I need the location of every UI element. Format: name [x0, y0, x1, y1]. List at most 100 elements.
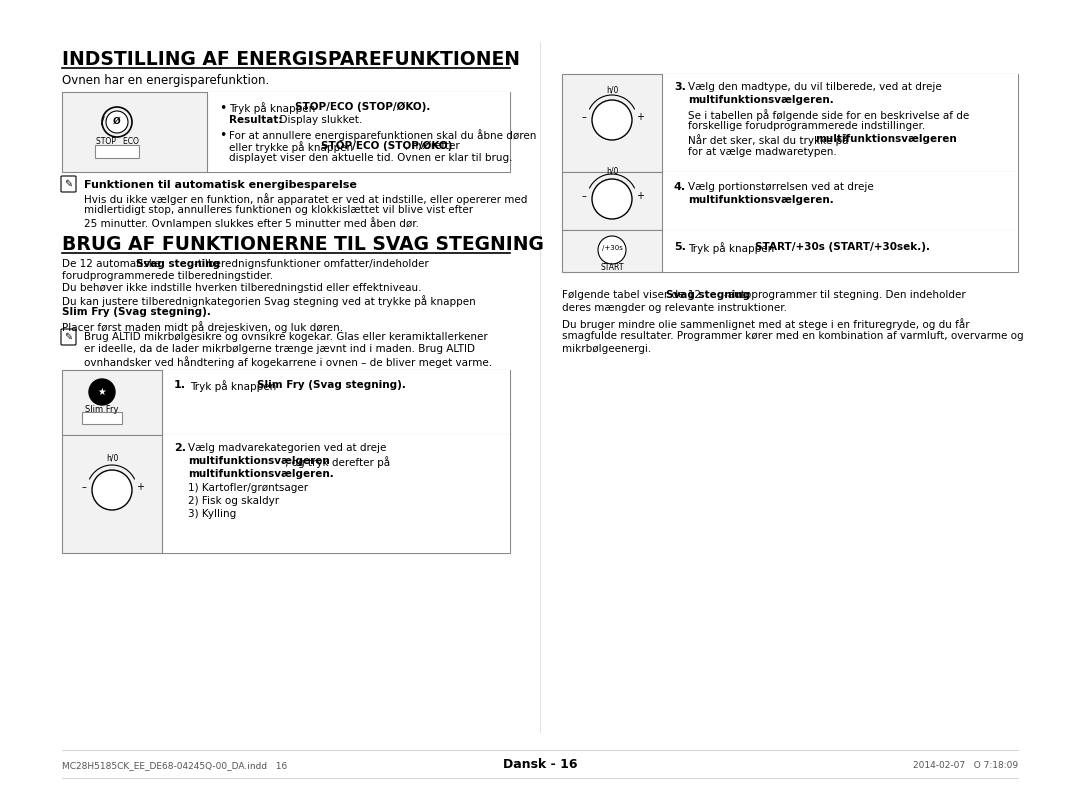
Text: er ideelle, da de lader mikrbølgerne trænge jævnt ind i maden. Brug ALTID: er ideelle, da de lader mikrbølgerne træ… — [84, 344, 475, 354]
Text: 1.: 1. — [174, 380, 186, 390]
Bar — [162, 435, 510, 553]
Text: Du bruger mindre olie sammenlignet med at stege i en frituregryde, og du får: Du bruger mindre olie sammenlignet med a… — [562, 318, 970, 330]
Text: 4.: 4. — [674, 182, 686, 192]
Text: eller trykke på knappen: eller trykke på knappen — [229, 141, 356, 153]
Text: Se i tabellen på følgende side for en beskrivelse af de: Se i tabellen på følgende side for en be… — [688, 109, 969, 121]
Text: /+30s: /+30s — [602, 245, 622, 251]
Text: Vælg madvarekategorien ved at dreje: Vælg madvarekategorien ved at dreje — [188, 443, 387, 453]
Text: 2014-02-07   Ο 7:18:09: 2014-02-07 Ο 7:18:09 — [913, 761, 1018, 771]
Text: STOP/ECO (STOP/ØKO): STOP/ECO (STOP/ØKO) — [321, 141, 453, 151]
Text: h/0: h/0 — [606, 166, 618, 176]
Text: mikrbølgeenergi.: mikrbølgeenergi. — [562, 344, 651, 354]
Text: multifunktionsvælgeren.: multifunktionsvælgeren. — [688, 195, 834, 205]
Text: 2) Fisk og skaldyr: 2) Fisk og skaldyr — [188, 496, 279, 506]
Text: START: START — [600, 264, 624, 272]
Text: START/+30s (START/+30sek.).: START/+30s (START/+30sek.). — [755, 242, 930, 252]
Text: Funktionen til automatisk energibesparelse: Funktionen til automatisk energibesparel… — [84, 180, 356, 190]
Text: –: – — [581, 191, 586, 201]
Text: Dansk - 16: Dansk - 16 — [503, 757, 577, 771]
Text: Placer først maden midt på drejeskiven, og luk døren.: Placer først maden midt på drejeskiven, … — [62, 321, 343, 333]
Text: Følgende tabel viser de 12: Følgende tabel viser de 12 — [562, 290, 704, 300]
Text: Tryk på knappen: Tryk på knappen — [229, 102, 319, 114]
Text: forudprogrammerede tilberedningstider.: forudprogrammerede tilberedningstider. — [62, 271, 273, 281]
Bar — [62, 92, 510, 172]
Bar — [562, 74, 1018, 172]
Text: , og tryk derefter på: , og tryk derefter på — [285, 456, 390, 468]
Text: /: / — [102, 116, 105, 126]
Bar — [562, 172, 1018, 230]
Circle shape — [106, 111, 129, 133]
Text: midlertidigt stop, annulleres funktionen og klokkislættet vil blive vist efter: midlertidigt stop, annulleres funktionen… — [84, 205, 473, 215]
Text: Vælg den madtype, du vil tilberede, ved at dreje: Vælg den madtype, du vil tilberede, ved … — [688, 82, 942, 92]
Text: +: + — [636, 191, 644, 201]
Bar — [82, 412, 122, 424]
Text: ✎: ✎ — [65, 332, 72, 342]
Text: 1) Kartofler/grøntsager: 1) Kartofler/grøntsager — [188, 483, 308, 493]
Text: for at vælge madwaretypen.: for at vælge madwaretypen. — [688, 147, 837, 157]
Text: •: • — [219, 129, 227, 142]
Text: smagfulde resultater. Programmer kører med en kombination af varmluft, overvarme: smagfulde resultater. Programmer kører m… — [562, 331, 1024, 341]
Circle shape — [92, 470, 132, 510]
FancyBboxPatch shape — [60, 176, 76, 192]
Text: multifunktionsvælgeren: multifunktionsvælgeren — [815, 134, 957, 144]
Text: BRUG AF FUNKTIONERNE TIL SVAG STEGNING: BRUG AF FUNKTIONERNE TIL SVAG STEGNING — [62, 235, 544, 254]
Text: Display slukket.: Display slukket. — [273, 115, 362, 125]
Text: Svag stegning: Svag stegning — [136, 259, 220, 269]
Text: Resultat:: Resultat: — [229, 115, 283, 125]
FancyBboxPatch shape — [60, 329, 76, 345]
Text: deres mængder og relevante instruktioner.: deres mængder og relevante instruktioner… — [562, 303, 787, 313]
Bar — [662, 74, 1018, 172]
Text: multifunktionsvælgeren.: multifunktionsvælgeren. — [188, 469, 334, 479]
Text: Tryk på knappen: Tryk på knappen — [688, 242, 778, 254]
Text: MC28H5185CK_EE_DE68-04245Q-00_DA.indd   16: MC28H5185CK_EE_DE68-04245Q-00_DA.indd 16 — [62, 761, 287, 771]
Bar — [207, 92, 510, 172]
Text: displayet viser den aktuelle tid. Ovnen er klar til brug.: displayet viser den aktuelle tid. Ovnen … — [229, 153, 513, 163]
Text: Brug ALTID mikrbølgesikre og ovnsikre kogekar. Glas eller keramiktallerkener: Brug ALTID mikrbølgesikre og ovnsikre ko… — [84, 332, 488, 342]
Circle shape — [592, 100, 632, 140]
Text: Du kan justere tilberednignkategorien Svag stegning ved at trykke på knappen: Du kan justere tilberednignkategorien Sv… — [62, 295, 476, 307]
Text: h/0: h/0 — [606, 86, 618, 94]
Text: ✎: ✎ — [65, 179, 72, 189]
Circle shape — [598, 236, 626, 264]
Text: STOP/ECO (STOP/ØKO).: STOP/ECO (STOP/ØKO). — [295, 102, 430, 112]
Text: +: + — [136, 482, 144, 492]
Text: STOP   ECO: STOP ECO — [95, 136, 138, 146]
Text: Ø: Ø — [113, 116, 121, 125]
Text: ovnhandsker ved håndtering af kogekarrene i ovnen – de bliver meget varme.: ovnhandsker ved håndtering af kogekarren… — [84, 356, 492, 368]
Text: , hvorefter: , hvorefter — [405, 141, 460, 151]
Text: ★: ★ — [97, 387, 106, 397]
Bar — [562, 230, 1018, 272]
Text: De 12 automatiske: De 12 automatiske — [62, 259, 164, 269]
Text: INDSTILLING AF ENERGISPAREFUNKTIONEN: INDSTILLING AF ENERGISPAREFUNKTIONEN — [62, 50, 519, 69]
Text: 3) Kylling: 3) Kylling — [188, 509, 237, 519]
Text: -tilberednignsfunktioner omfatter/indeholder: -tilberednignsfunktioner omfatter/indeho… — [194, 259, 429, 269]
Text: 3.: 3. — [674, 82, 686, 92]
Text: Ovnen har en energisparefunktion.: Ovnen har en energisparefunktion. — [62, 74, 269, 87]
Text: Når det sker, skal du trykke på: Når det sker, skal du trykke på — [688, 134, 852, 146]
Bar — [162, 370, 510, 435]
Bar — [662, 230, 1018, 272]
Text: +: + — [636, 112, 644, 122]
Bar — [662, 172, 1018, 230]
Text: Slim Fry (Svag stegning).: Slim Fry (Svag stegning). — [62, 307, 211, 317]
Bar — [62, 435, 510, 553]
Text: h/0: h/0 — [106, 454, 118, 463]
Text: multifunktionsvælgeren.: multifunktionsvælgeren. — [688, 95, 834, 105]
Text: 2.: 2. — [174, 443, 186, 453]
Text: Vælg portionstørrelsen ved at dreje: Vælg portionstørrelsen ved at dreje — [688, 182, 874, 192]
Text: –: – — [581, 112, 586, 122]
Bar — [62, 370, 510, 435]
Text: Tryk på knappen: Tryk på knappen — [190, 380, 280, 392]
Circle shape — [89, 379, 114, 405]
Text: –: – — [82, 482, 86, 492]
Text: 5.: 5. — [674, 242, 686, 252]
Bar — [95, 145, 139, 158]
Text: Slim Fry: Slim Fry — [85, 405, 119, 413]
Text: Du behøver ikke indstille hverken tilberedningstid eller effektniveau.: Du behøver ikke indstille hverken tilber… — [62, 283, 421, 293]
Text: multifunktionsvælgeren: multifunktionsvælgeren — [188, 456, 329, 466]
Text: •: • — [219, 102, 227, 115]
Text: Svag stegning: Svag stegning — [666, 290, 751, 300]
Text: forskellige forudprogrammerede indstillinger.: forskellige forudprogrammerede indstilli… — [688, 121, 926, 131]
Text: Hvis du ikke vælger en funktion, når apparatet er ved at indstille, eller operer: Hvis du ikke vælger en funktion, når app… — [84, 193, 527, 205]
Text: Slim Fry (Svag stegning).: Slim Fry (Svag stegning). — [257, 380, 406, 390]
